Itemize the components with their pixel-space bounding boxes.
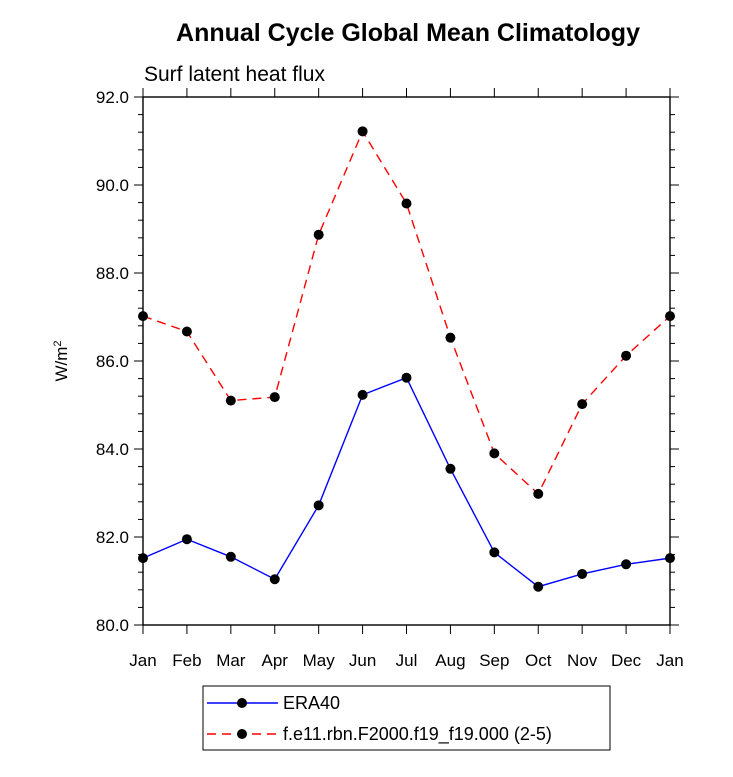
data-point-series-1	[225, 395, 236, 406]
data-point-series-1	[313, 229, 324, 240]
chart-subtitle: Surf latent heat flux	[144, 63, 325, 86]
legend-label-era40: ERA40	[283, 693, 340, 713]
data-point-series-1	[357, 126, 368, 137]
x-tick-label: May	[303, 651, 336, 670]
y-axis-label: W/m2	[52, 340, 71, 381]
y-tick-label: 92.0	[96, 88, 129, 107]
legend-label-model: f.e11.rbn.F2000.f19_f19.000 (2-5)	[283, 724, 552, 745]
data-point-series-0	[225, 551, 236, 562]
data-point-series-1	[138, 311, 148, 322]
data-point-series-0	[533, 581, 544, 592]
y-axis-ticks: 80.0 82.0 84.0 86.0 88.0 90.0 92.0	[96, 88, 679, 635]
data-point-series-0	[313, 500, 324, 511]
x-tick-label: Jun	[349, 651, 376, 670]
x-tick-label: Feb	[172, 651, 201, 670]
chart-title: Annual Cycle Global Mean Climatology	[176, 19, 640, 47]
data-point-series-0	[621, 559, 632, 570]
data-point-series-1	[665, 311, 675, 322]
data-point-series-1	[533, 488, 544, 499]
x-tick-label: Sep	[479, 651, 509, 670]
data-point-series-1	[445, 332, 456, 343]
data-point-series-0	[138, 553, 148, 564]
data-point-series-0	[181, 534, 192, 545]
series-line-0	[142, 376, 671, 588]
x-tick-label: Nov	[567, 651, 598, 670]
x-tick-label: Oct	[525, 651, 552, 670]
data-point-series-0	[357, 389, 368, 400]
x-axis-ticks: Jan Feb Mar Apr May Jun Jul Aug Sep Oct Nov Dec Jan	[129, 88, 684, 670]
data-point-series-0	[401, 372, 412, 383]
y-tick-label: 82.0	[96, 528, 129, 547]
y-tick-label: 86.0	[96, 352, 129, 371]
x-tick-label: Jul	[396, 651, 418, 670]
data-point-series-1	[269, 392, 280, 403]
data-point-series-1	[621, 350, 632, 361]
legend-box	[202, 685, 611, 751]
data-point-series-0	[489, 547, 500, 558]
x-tick-label: Mar	[216, 651, 246, 670]
data-point-series-1	[181, 326, 192, 337]
data-point-series-0	[577, 568, 588, 579]
series-line-1	[142, 129, 671, 496]
data-point-series-1	[401, 198, 412, 209]
x-tick-label: Apr	[262, 651, 289, 670]
data-point-series-0	[445, 463, 456, 474]
y-axis-label-superscript: 2	[52, 340, 64, 346]
data-point-series-0	[269, 574, 280, 585]
x-tick-label: Jan	[656, 651, 683, 670]
y-tick-label: 84.0	[96, 440, 129, 459]
y-tick-label: 88.0	[96, 264, 129, 283]
legend-marker-model	[237, 729, 247, 739]
series-layer	[138, 126, 675, 592]
plot-frame	[142, 96, 671, 626]
legend-marker-era40	[237, 698, 247, 708]
x-tick-label: Dec	[611, 651, 642, 670]
y-tick-label: 80.0	[96, 616, 129, 635]
data-point-series-1	[577, 399, 588, 410]
y-tick-label: 90.0	[96, 176, 129, 195]
x-tick-label: Jan	[129, 651, 156, 670]
legend: ERA40 f.e11.rbn.F2000.f19_f19.000 (2-5)	[202, 685, 611, 751]
x-tick-label: Aug	[435, 651, 465, 670]
data-point-series-1	[489, 448, 500, 459]
y-axis-label-unit: W/m	[52, 347, 71, 382]
data-point-series-0	[665, 553, 675, 564]
